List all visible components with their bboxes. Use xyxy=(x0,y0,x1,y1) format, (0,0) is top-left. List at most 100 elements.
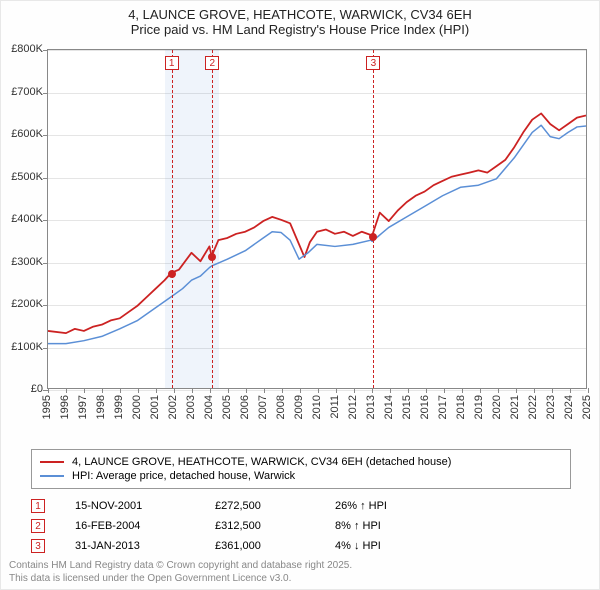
x-tick-label: 2014 xyxy=(383,395,395,419)
x-tick-label: 1996 xyxy=(59,395,71,419)
x-tick-label: 2004 xyxy=(203,395,215,419)
series-hpi xyxy=(48,125,586,343)
sales-row-marker: 1 xyxy=(31,499,45,513)
x-tick-label: 2021 xyxy=(509,395,521,419)
title-subtitle: Price paid vs. HM Land Registry's House … xyxy=(11,22,589,37)
x-tick-label: 2010 xyxy=(311,395,323,419)
legend-swatch xyxy=(40,475,64,477)
chart-lines-svg xyxy=(48,50,586,388)
y-tick-label: £100K xyxy=(11,341,43,353)
grid-line-h xyxy=(48,220,586,221)
sales-row-date: 16-FEB-2004 xyxy=(75,520,185,532)
x-axis: 1995199619971998199920002001200220032004… xyxy=(47,389,587,449)
grid-line-h xyxy=(48,135,586,136)
sales-row-date: 15-NOV-2001 xyxy=(75,500,185,512)
sale-guideline xyxy=(212,50,213,388)
x-tick-label: 2019 xyxy=(473,395,485,419)
x-tick-label: 1998 xyxy=(95,395,107,419)
x-tick-label: 1997 xyxy=(77,395,89,419)
x-tick-label: 2020 xyxy=(491,395,503,419)
x-tick-label: 2006 xyxy=(239,395,251,419)
attribution: Contains HM Land Registry data © Crown c… xyxy=(9,560,352,585)
sales-row-marker: 3 xyxy=(31,539,45,553)
title-address: 4, LAUNCE GROVE, HEATHCOTE, WARWICK, CV3… xyxy=(11,7,589,22)
y-axis: £0£100K£200K£300K£400K£500K£600K£700K£80… xyxy=(1,49,47,389)
sale-marker-2: 2 xyxy=(205,56,219,70)
sale-dot-2 xyxy=(208,253,216,261)
y-tick-mark xyxy=(43,93,48,94)
sales-table: 1 15-NOV-2001 £272,500 26% ↑ HPI 2 16-FEB-200… xyxy=(31,493,571,559)
sales-row-delta: 26% ↑ HPI xyxy=(335,500,455,512)
sales-row-delta: 8% ↑ HPI xyxy=(335,520,455,532)
x-tick-label: 2012 xyxy=(347,395,359,419)
sale-marker-3: 3 xyxy=(366,56,380,70)
grid-line-h xyxy=(48,305,586,306)
x-tick-label: 2001 xyxy=(149,395,161,419)
x-tick-label: 2025 xyxy=(581,395,593,419)
sales-row-date: 31-JAN-2013 xyxy=(75,540,185,552)
title-block: 4, LAUNCE GROVE, HEATHCOTE, WARWICK, CV3… xyxy=(1,1,599,39)
grid-line-h xyxy=(48,93,586,94)
x-tick-label: 2003 xyxy=(185,395,197,419)
y-tick-label: £700K xyxy=(11,86,43,98)
grid-line-h xyxy=(48,50,586,51)
y-tick-label: £0 xyxy=(31,383,43,395)
sale-dot-3 xyxy=(369,233,377,241)
x-tick-label: 2011 xyxy=(329,395,341,419)
x-tick-label: 1995 xyxy=(41,395,53,419)
y-tick-mark xyxy=(43,135,48,136)
legend-item: HPI: Average price, detached house, Warw… xyxy=(40,470,562,482)
legend: 4, LAUNCE GROVE, HEATHCOTE, WARWICK, CV3… xyxy=(31,449,571,489)
x-tick-label: 2022 xyxy=(527,395,539,419)
sale-guideline xyxy=(373,50,374,388)
sale-dot-1 xyxy=(168,270,176,278)
x-tick-label: 2000 xyxy=(131,395,143,419)
y-tick-label: £500K xyxy=(11,171,43,183)
y-tick-mark xyxy=(43,263,48,264)
attribution-line2: This data is licensed under the Open Gov… xyxy=(9,573,352,586)
y-tick-mark xyxy=(43,305,48,306)
sales-row: 331-JAN-2013£361,0004% ↓ HPI xyxy=(31,539,571,553)
x-tick-label: 2023 xyxy=(545,395,557,419)
x-tick-label: 2017 xyxy=(437,395,449,419)
x-tick-label: 2013 xyxy=(365,395,377,419)
legend-item: 4, LAUNCE GROVE, HEATHCOTE, WARWICK, CV3… xyxy=(40,456,562,468)
sale-guideline xyxy=(172,50,173,388)
grid-line-h xyxy=(48,348,586,349)
x-tick-label: 2007 xyxy=(257,395,269,419)
y-tick-mark xyxy=(43,178,48,179)
legend-label: 4, LAUNCE GROVE, HEATHCOTE, WARWICK, CV3… xyxy=(72,456,451,468)
grid-line-h xyxy=(48,178,586,179)
y-tick-mark xyxy=(43,50,48,51)
x-tick-label: 2009 xyxy=(293,395,305,419)
y-tick-label: £200K xyxy=(11,298,43,310)
x-tick-label: 2018 xyxy=(455,395,467,419)
x-tick-label: 2015 xyxy=(401,395,413,419)
x-tick-label: 2024 xyxy=(563,395,575,419)
y-tick-label: £800K xyxy=(11,43,43,55)
x-tick-label: 2008 xyxy=(275,395,287,419)
y-tick-label: £600K xyxy=(11,128,43,140)
x-tick-label: 2002 xyxy=(167,395,179,419)
x-tick-mark xyxy=(588,388,589,393)
sales-row: 2 16-FEB-2004 £312,500 8% ↑ HPI xyxy=(31,519,571,533)
legend-label: HPI: Average price, detached house, Warw… xyxy=(72,470,295,482)
y-tick-mark xyxy=(43,348,48,349)
sale-marker-1: 1 xyxy=(165,56,179,70)
sales-row-price: £272,500 xyxy=(215,500,305,512)
y-tick-label: £400K xyxy=(11,213,43,225)
plot-area: 1 2 3 xyxy=(47,49,587,389)
sales-row-price: £312,500 xyxy=(215,520,305,532)
grid-line-h xyxy=(48,263,586,264)
y-tick-mark xyxy=(43,220,48,221)
y-tick-label: £300K xyxy=(11,256,43,268)
sales-row-marker: 2 xyxy=(31,519,45,533)
legend-swatch xyxy=(40,461,64,463)
sales-row: 1 15-NOV-2001 £272,500 26% ↑ HPI xyxy=(31,499,571,513)
series-price_paid xyxy=(48,113,586,333)
chart-container: 4, LAUNCE GROVE, HEATHCOTE, WARWICK, CV3… xyxy=(0,0,600,590)
x-tick-label: 2005 xyxy=(221,395,233,419)
attribution-line1: Contains HM Land Registry data © Crown c… xyxy=(9,560,352,573)
highlight-band xyxy=(165,50,219,388)
x-tick-label: 1999 xyxy=(113,395,125,419)
